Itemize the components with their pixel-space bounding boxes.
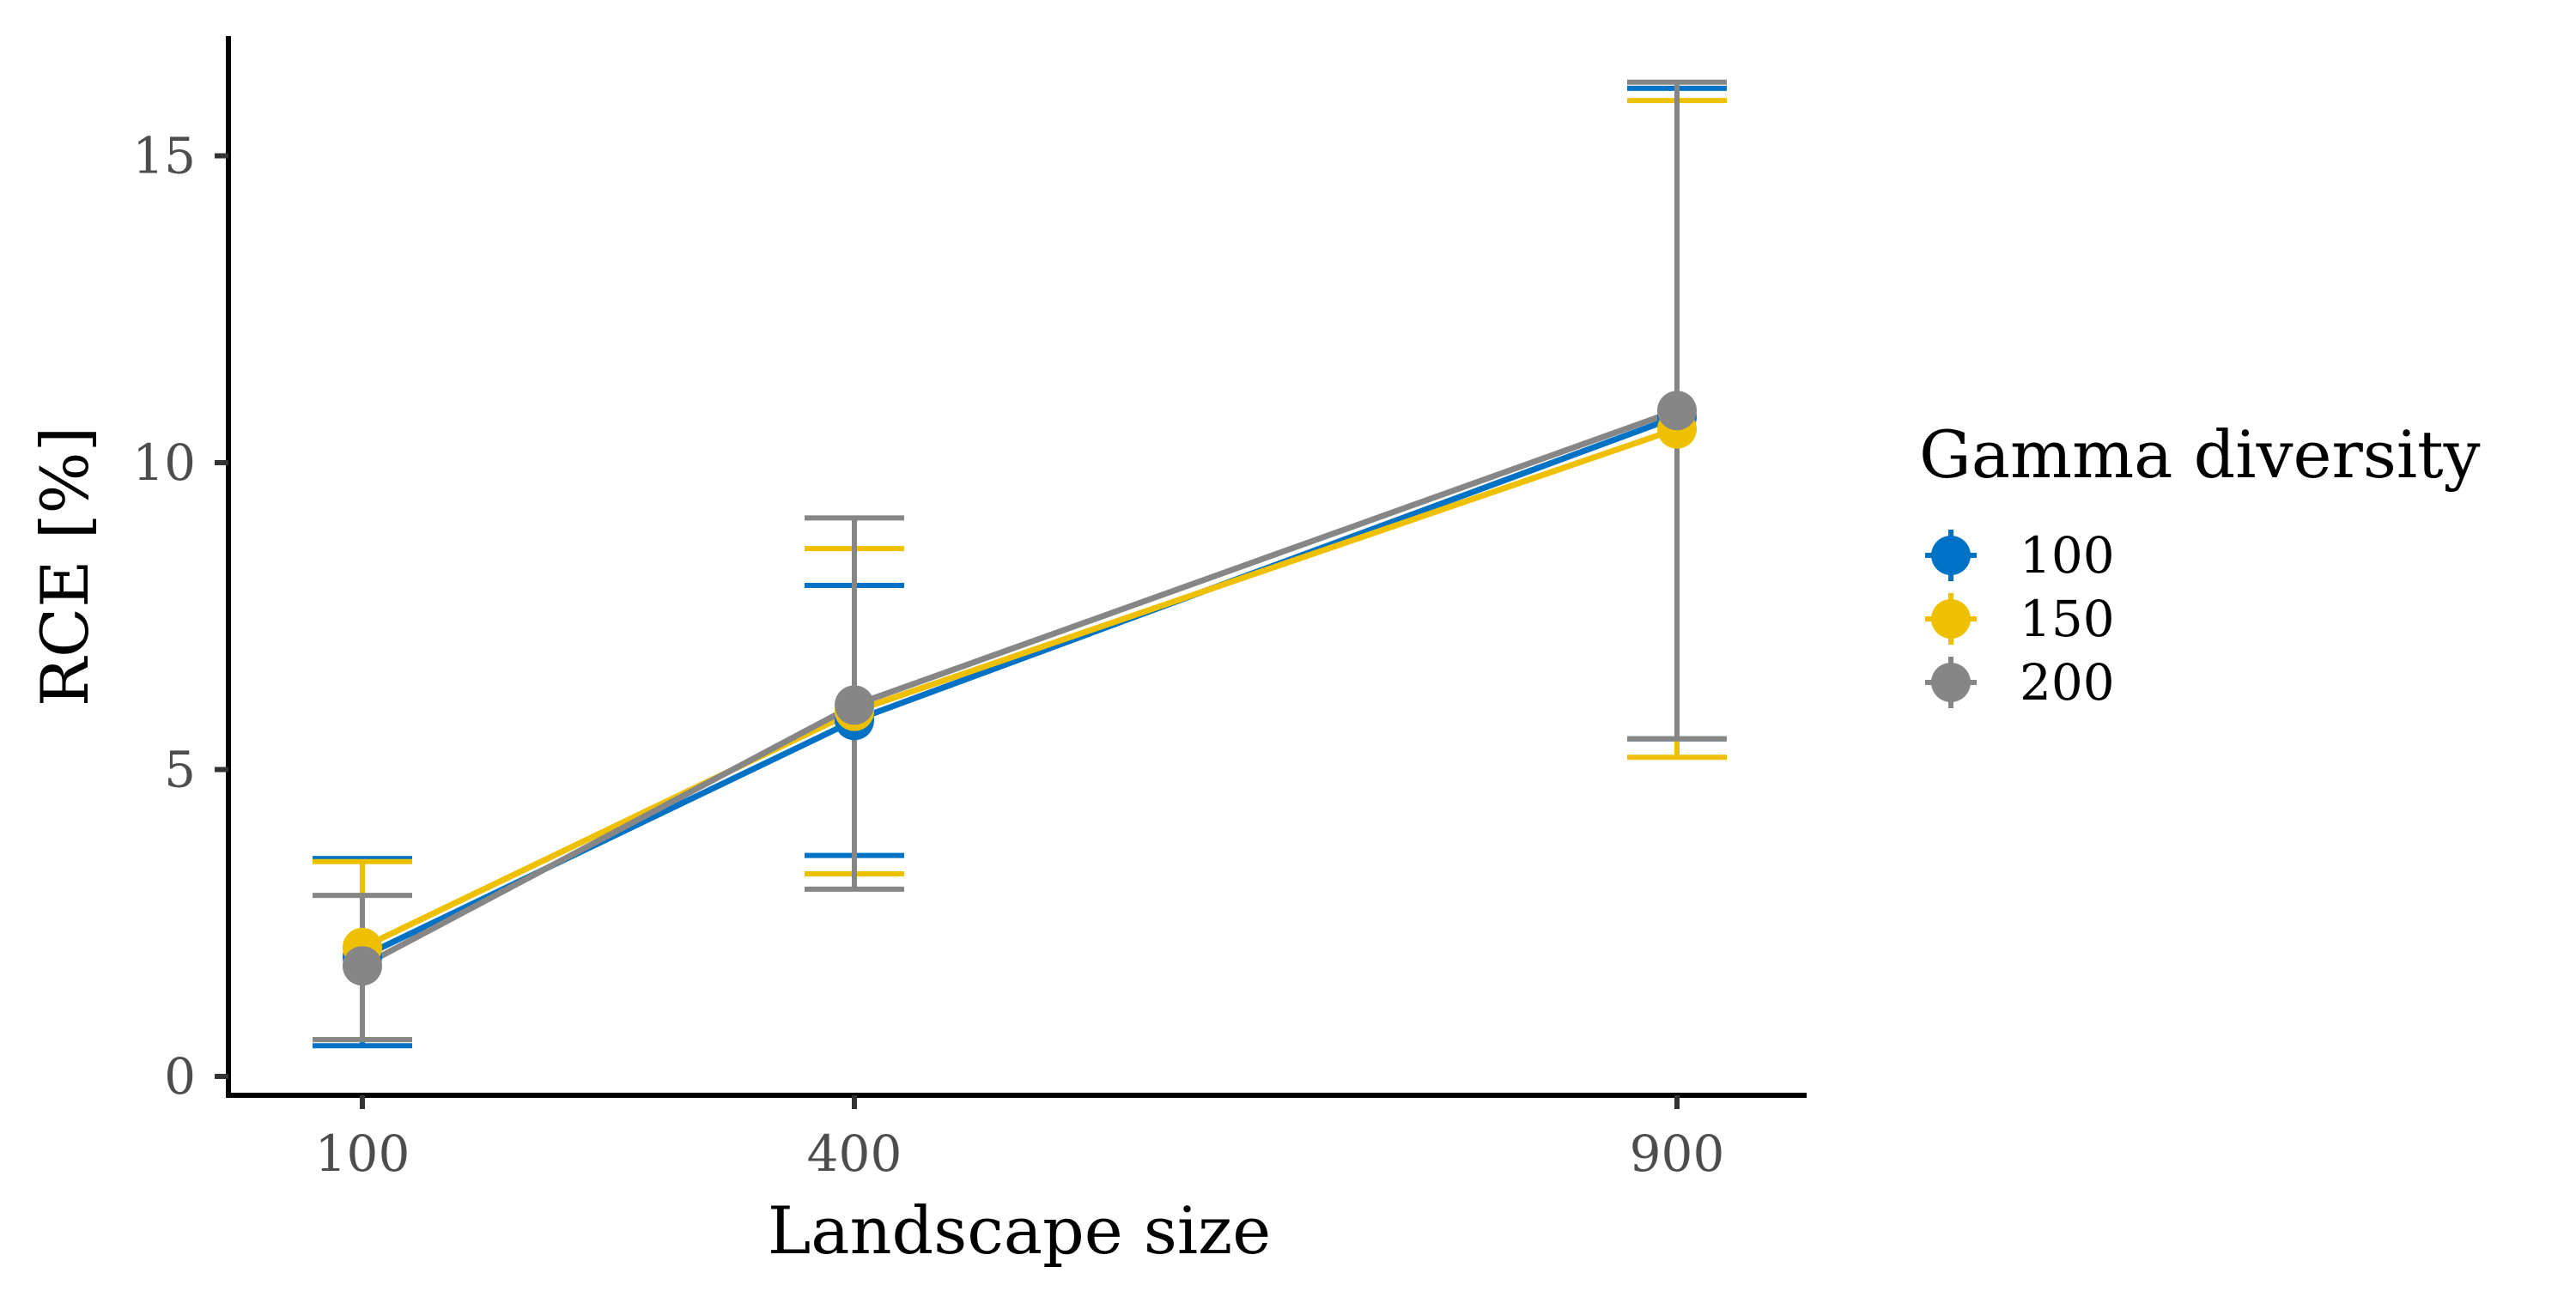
x-tick-label: 100 xyxy=(315,1124,410,1183)
y-axis-title: RCE [%] xyxy=(27,427,103,707)
legend-key-point xyxy=(1931,663,1971,702)
legend-item: 200 xyxy=(1925,653,2115,712)
legend-title: Gamma diversity xyxy=(1919,416,2481,493)
axis-layer: 0 5 10 15 100 400 900 xyxy=(132,127,1724,1184)
x-axis-title: Landscape size xyxy=(768,1192,1271,1269)
legend-label: 100 xyxy=(2020,526,2115,585)
marks-layer xyxy=(313,79,1727,1049)
legend-label: 150 xyxy=(2020,590,2115,648)
legend-key-point xyxy=(1931,599,1971,639)
y-tick-label: 0 xyxy=(164,1047,196,1106)
legend-item: 100 xyxy=(1925,526,2115,585)
y-tick-label: 15 xyxy=(132,127,196,185)
y-tick-label: 5 xyxy=(164,741,196,799)
legend-label: 200 xyxy=(2020,653,2115,712)
series-line xyxy=(361,426,1679,951)
data-point xyxy=(835,685,874,725)
legend-key-point xyxy=(1931,536,1971,575)
x-tick-label: 400 xyxy=(807,1124,902,1183)
data-point xyxy=(1657,391,1697,431)
legend-item: 150 xyxy=(1925,590,2115,648)
data-point xyxy=(343,946,382,986)
x-tick-label: 900 xyxy=(1630,1124,1725,1183)
y-tick-label: 10 xyxy=(132,433,196,492)
